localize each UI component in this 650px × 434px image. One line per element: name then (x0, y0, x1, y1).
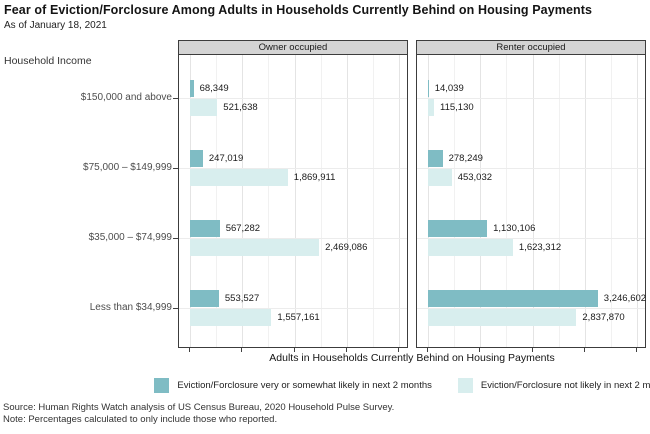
bar-likely (428, 220, 488, 237)
facet-panel-renter-occupied: 14,039 278,249 1,130,106 3,246,602 115,130 45… (416, 55, 646, 348)
gridline-major (399, 55, 401, 347)
x-axis-tick (636, 348, 638, 352)
bar-not-likely (190, 239, 320, 256)
bar-not-likely (428, 309, 577, 326)
bar-not-likely (190, 99, 218, 116)
y-category-label: Less than $34,999 (89, 302, 172, 313)
gridline-minor (558, 55, 560, 347)
gridline-minor (268, 55, 270, 347)
bar-likely (190, 80, 194, 97)
x-axis-title: Adults in Households Currently Behind on… (269, 352, 555, 364)
chart-subtitle: As of January 18, 2021 (4, 20, 107, 31)
bar-value-label: 1,869,911 (293, 172, 336, 183)
bar-not-likely (190, 169, 288, 186)
bar-value-label: 247,019 (208, 153, 244, 164)
bar-value-label: 3,246,602 (603, 293, 647, 304)
y-category-label: $35,000 – $74,999 (88, 232, 172, 243)
gridline-minor (611, 55, 613, 347)
legend-item-not-likely: Eviction/Forclosure not likely in next 2… (457, 377, 650, 393)
bar-value-label: 453,032 (457, 172, 493, 183)
bar-value-label: 2,469,086 (325, 242, 368, 253)
legend-label: Eviction/Forclosure very or somewhat lik… (177, 379, 432, 391)
bar-value-label: 115,130 (440, 102, 474, 113)
footnote: Note: Percentages calculated to only inc… (3, 414, 278, 425)
facet-header-label: Renter occupied (496, 42, 566, 53)
gridline-major (294, 55, 296, 347)
gridline-horizontal (179, 98, 407, 99)
y-axis-title: Household Income (4, 55, 92, 67)
gridline-horizontal (417, 238, 645, 239)
bar-likely (428, 150, 443, 167)
legend-item-likely: Eviction/Forclosure very or somewhat lik… (154, 377, 432, 393)
gridline-horizontal (179, 308, 407, 309)
bar-likely (190, 150, 203, 167)
gridline-horizontal (417, 98, 645, 99)
bar-value-label: 2,837,870 (582, 312, 625, 323)
y-axis-tick (173, 308, 178, 309)
gridline-minor (506, 55, 508, 347)
gridline-minor (320, 55, 322, 347)
gridline-major (637, 55, 639, 347)
gridline-major (242, 55, 244, 347)
x-axis-tick (345, 348, 347, 352)
gridline-minor (454, 55, 456, 347)
x-axis-tick (531, 348, 533, 352)
facet-panel-owner-occupied: 68,349 247,019 567,282 553,527 521,638 1,869,… (178, 55, 408, 348)
bar-value-label: 553,527 (224, 293, 260, 304)
x-axis-tick (241, 348, 243, 352)
legend-swatch-likely (154, 377, 170, 393)
x-axis-tick (293, 348, 295, 352)
x-axis-tick (583, 348, 585, 352)
legend-swatch-not-likely (457, 377, 473, 393)
gridline-horizontal (417, 308, 645, 309)
gridline-minor (373, 55, 375, 347)
source-note: Source: Human Rights Watch analysis of U… (3, 402, 395, 413)
bar-not-likely (190, 309, 272, 326)
gridline-horizontal (179, 168, 407, 169)
bar-not-likely (428, 99, 434, 116)
y-axis-tick (173, 98, 178, 99)
facet-header-label: Owner occupied (258, 42, 328, 53)
y-axis-tick (173, 168, 178, 169)
bar-value-label: 1,130,106 (493, 223, 536, 234)
x-axis-tick (427, 348, 428, 352)
chart-title: Fear of Eviction/Forclosure Among Adults… (4, 3, 593, 17)
y-category-label: $150,000 and above (80, 92, 172, 103)
bar-value-label: 521,638 (223, 102, 258, 113)
y-axis-tick (173, 238, 178, 239)
legend: Eviction/Forclosure very or somewhat lik… (154, 376, 650, 394)
bar-value-label: 68,349 (199, 83, 229, 94)
y-category-label: $75,000 – $149,999 (83, 162, 172, 173)
gridline-horizontal (179, 238, 407, 239)
bar-likely (190, 290, 219, 307)
gridline-minor (216, 55, 218, 347)
gridline-major (532, 55, 534, 347)
bar-not-likely (428, 239, 513, 256)
bar-value-label: 14,039 (434, 83, 464, 94)
bar-value-label: 1,623,312 (518, 242, 562, 253)
x-axis-tick (398, 348, 400, 352)
gridline-major (480, 55, 482, 347)
bar-value-label: 567,282 (225, 223, 261, 234)
facet-header-owner-occupied: Owner occupied (178, 40, 408, 55)
x-axis-tick (479, 348, 481, 352)
gridline-horizontal (417, 168, 645, 169)
gridline-major (346, 55, 348, 347)
x-axis-tick (189, 348, 190, 352)
bar-likely (428, 80, 429, 97)
bar-value-label: 1,557,161 (277, 312, 320, 323)
legend-label: Eviction/Forclosure not likely in next 2… (480, 379, 650, 391)
bar-value-label: 278,249 (448, 153, 483, 164)
bar-likely (190, 220, 220, 237)
bar-likely (428, 290, 598, 307)
gridline-major (428, 55, 429, 347)
gridline-major (584, 55, 586, 347)
bar-not-likely (428, 169, 452, 186)
facet-header-renter-occupied: Renter occupied (416, 40, 646, 55)
gridline-major (190, 55, 191, 347)
